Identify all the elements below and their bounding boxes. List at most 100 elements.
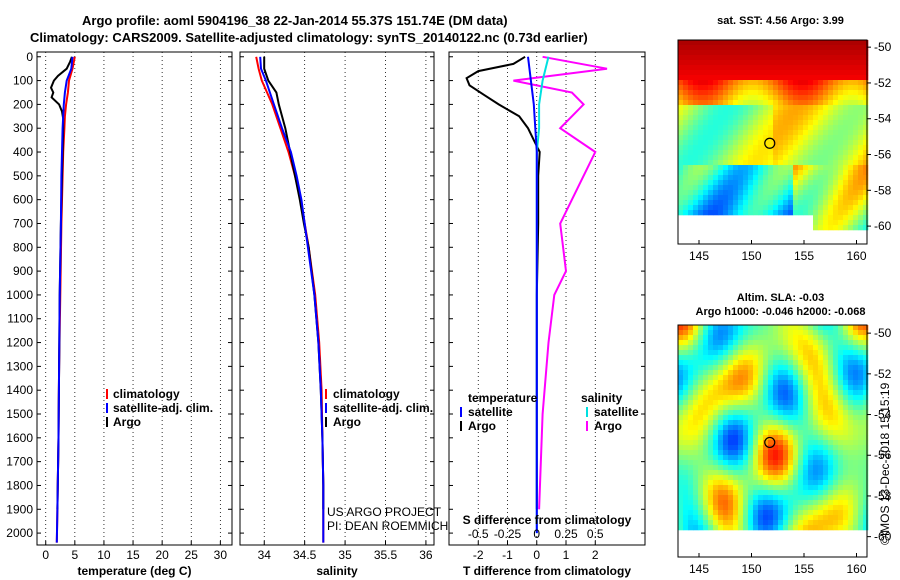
sst-map-cell <box>713 200 719 206</box>
sla-map-cell <box>793 385 799 391</box>
sla-map-cell <box>678 360 684 366</box>
sla-map-cell <box>853 370 859 376</box>
sla-map-cell <box>853 520 859 526</box>
sst-map-cell <box>783 140 789 146</box>
sst-map-cell <box>848 215 854 221</box>
sla-map-cell <box>798 420 804 426</box>
sla-map-cell <box>758 510 764 516</box>
sla-map-cell <box>848 345 854 351</box>
sst-map-cell <box>713 160 719 166</box>
sst-map-cell <box>823 125 829 131</box>
sla-map-cell <box>693 375 699 381</box>
sst-map-cell <box>768 70 774 76</box>
sla-map-cell <box>738 420 744 426</box>
sla-map-cell <box>813 480 819 486</box>
sla-map-cell <box>803 440 809 446</box>
sst-map-cell <box>733 60 739 66</box>
sla-map-cell <box>693 445 699 451</box>
sst-map-cell <box>783 95 789 101</box>
sst-map-cell <box>743 205 749 211</box>
sla-map-cell <box>743 390 749 396</box>
sst-map-cell <box>733 120 739 126</box>
sla-map-cell <box>713 510 719 516</box>
sst-map-cell <box>843 120 849 126</box>
sla-map-cell <box>803 380 809 386</box>
sst-map-cell <box>833 115 839 121</box>
sst-map-cell <box>753 110 759 116</box>
sla-map-cell <box>858 500 864 506</box>
sla-map-cell <box>743 500 749 506</box>
sst-map-cell <box>753 85 759 91</box>
sst-map-cell <box>728 50 734 56</box>
sst-map-cell <box>838 65 844 71</box>
sst-map-cell <box>793 90 799 96</box>
sst-map-cell <box>678 190 684 196</box>
sla-map-cell <box>713 425 719 431</box>
sst-map-cell <box>798 150 804 156</box>
sst-map-cell <box>823 95 829 101</box>
sst-map-cell <box>748 50 754 56</box>
sla-map-cell <box>788 490 794 496</box>
sst-map-cell <box>773 80 779 86</box>
sla-map-cell <box>838 425 844 431</box>
sla-map-cell <box>818 395 824 401</box>
sst-map-cell <box>713 70 719 76</box>
sla-map-cell <box>778 505 784 511</box>
sla-map-cell <box>818 480 824 486</box>
sla-map-cell <box>828 365 834 371</box>
sst-map-cell <box>723 45 729 51</box>
sst-map-cell <box>843 110 849 116</box>
sst-map-cell <box>748 120 754 126</box>
sst-map-cell <box>693 75 699 81</box>
sst-map-cell <box>698 65 704 71</box>
sst-map-cell <box>753 175 759 181</box>
sst-map-cell <box>863 200 869 206</box>
sla-map-cell <box>763 495 769 501</box>
sst-map-cell <box>733 140 739 146</box>
sla-map-cell <box>748 495 754 501</box>
sst-map-cell <box>863 145 869 151</box>
sla-map-cell <box>718 435 724 441</box>
sla-map-cell <box>763 435 769 441</box>
sst-map-cell <box>828 170 834 176</box>
sla-map-cell <box>678 515 684 521</box>
sla-map-cell <box>678 325 684 331</box>
sst-map-cell <box>828 160 834 166</box>
sst-map-cell <box>838 100 844 106</box>
sst-map-cell <box>693 55 699 61</box>
sst-map-cell <box>748 155 754 161</box>
sla-map-cell <box>803 445 809 451</box>
sla-map-cell <box>708 395 714 401</box>
sla-map-cell <box>788 455 794 461</box>
sst-map-cell <box>698 160 704 166</box>
sla-map-cell <box>813 395 819 401</box>
sst-map-cell <box>778 210 784 216</box>
sla-map-cell <box>713 360 719 366</box>
sla-map-cell <box>718 415 724 421</box>
sst-map-cell <box>818 115 824 121</box>
ytick-label-11: 1100 <box>7 312 33 326</box>
sla-map-cell <box>748 360 754 366</box>
sst-map-cell <box>678 55 684 61</box>
sst-map-cell <box>723 205 729 211</box>
sla-map-cell <box>853 360 859 366</box>
sla-map-cell <box>748 475 754 481</box>
sst-map-cell <box>718 105 724 111</box>
temp-legend-label-0: climatology <box>113 387 180 401</box>
sst-map-cell <box>748 185 754 191</box>
sla-map-cell <box>738 455 744 461</box>
sst-map-cell <box>733 170 739 176</box>
sla-map-cell <box>843 485 849 491</box>
sla-map-cell <box>723 475 729 481</box>
sst-map-cell <box>808 200 814 206</box>
sst-map-cell <box>773 140 779 146</box>
plot-frame <box>239 51 435 546</box>
sst-map-cell <box>678 70 684 76</box>
sla-map-cell <box>848 490 854 496</box>
sst-map-cell <box>723 55 729 61</box>
sst-map-cell <box>853 160 859 166</box>
sla-map-cell <box>863 400 869 406</box>
sla-map-cell <box>688 355 694 361</box>
sst-map-cell <box>853 80 859 86</box>
sla-map-cell <box>853 465 859 471</box>
